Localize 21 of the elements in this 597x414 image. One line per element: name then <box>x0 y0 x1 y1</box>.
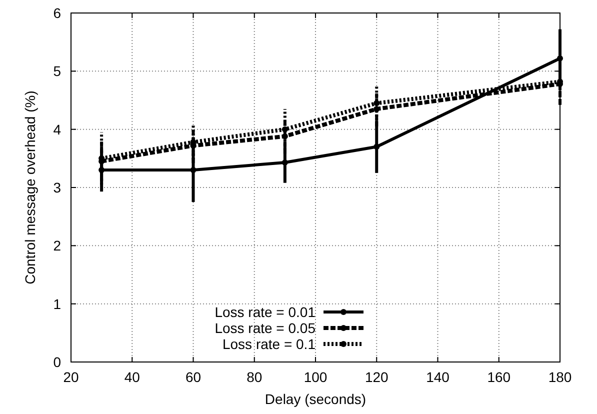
y-tick-label: 1 <box>53 296 62 312</box>
x-tick-label: 40 <box>124 369 140 385</box>
y-tick-label: 6 <box>53 5 62 21</box>
y-tick-label: 4 <box>53 121 62 138</box>
legend-label: Loss rate = 0.01 <box>214 304 316 320</box>
x-tick-label: 180 <box>548 369 572 385</box>
y-tick-label: 2 <box>53 238 62 254</box>
x-tick-label: 20 <box>63 369 79 385</box>
x-tick-label: 80 <box>246 369 262 385</box>
x-tick-label: 120 <box>364 369 389 385</box>
x-tick-label: 160 <box>487 369 511 385</box>
y-tick-label: 0 <box>53 354 62 370</box>
y-tick-label: 3 <box>53 180 62 196</box>
x-axis-title: Delay (seconds) <box>264 391 366 407</box>
legend-label: Loss rate = 0.05 <box>214 320 316 336</box>
legend-label: Loss rate = 0.1 <box>222 336 316 352</box>
x-tick-label: 140 <box>426 369 450 385</box>
y-axis-title: Control message overhead (%) <box>22 90 38 284</box>
y-tick-label: 5 <box>53 63 62 80</box>
x-tick-label: 60 <box>185 369 202 385</box>
x-tick-label: 100 <box>304 369 328 385</box>
